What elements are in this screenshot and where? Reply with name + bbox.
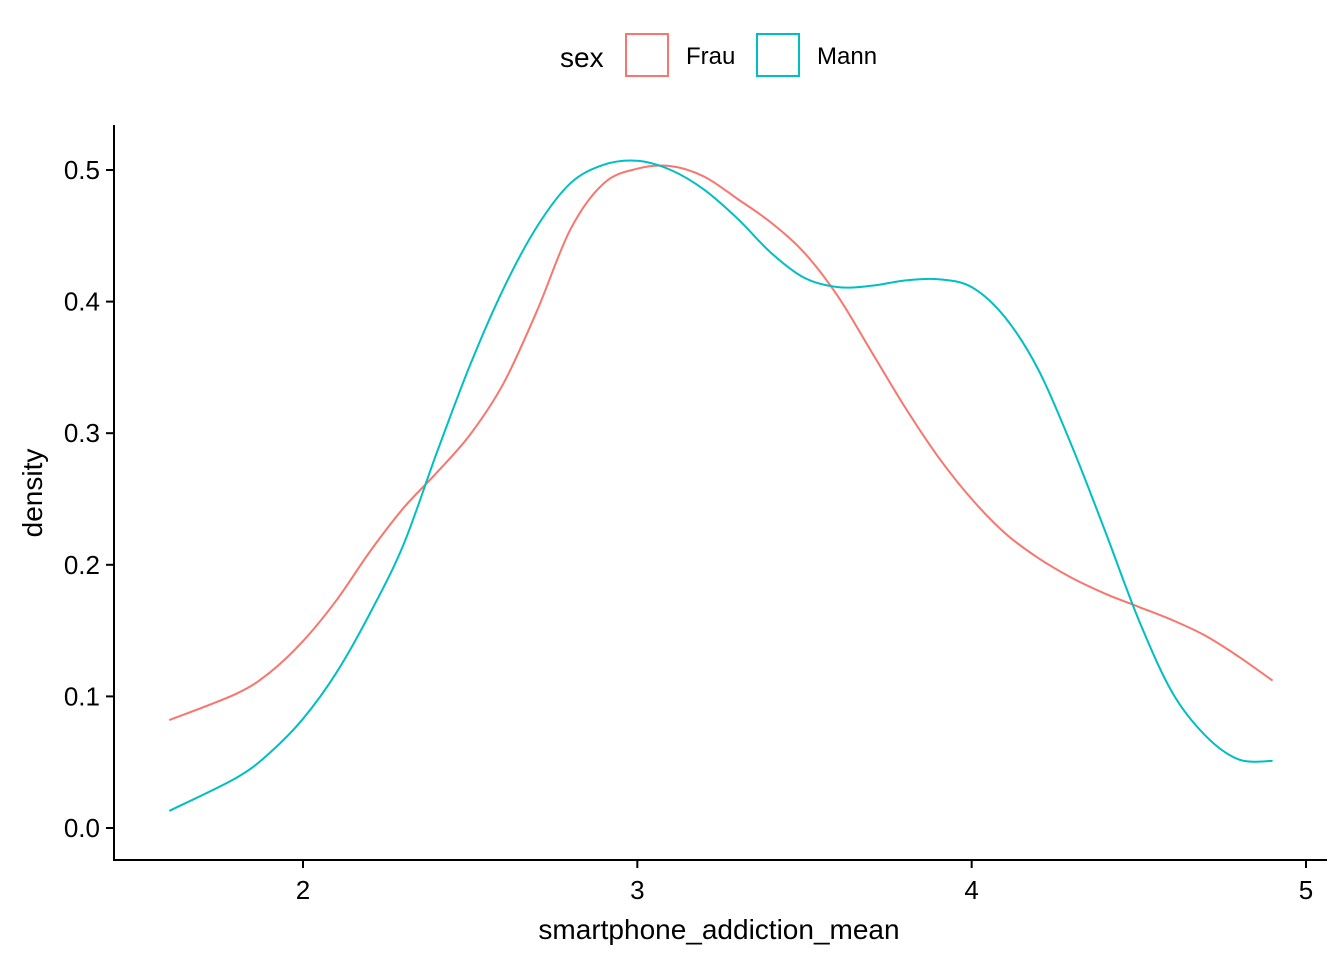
x-tick-label: 2 xyxy=(296,875,310,905)
y-tick-label: 0.4 xyxy=(64,287,100,317)
density-line-mann xyxy=(168,159,1273,812)
legend-label-mann: Mann xyxy=(817,43,877,70)
y-tick-label: 0.3 xyxy=(64,418,100,448)
y-tick-label: 0.2 xyxy=(64,550,100,580)
x-axis-title: smartphone_addiction_mean xyxy=(538,914,899,945)
legend: sex Frau Mann xyxy=(560,33,877,77)
y-axis-title: density xyxy=(17,449,48,538)
x-tick-label: 5 xyxy=(1299,875,1313,905)
density-lines xyxy=(168,159,1274,812)
x-tick-label: 4 xyxy=(964,875,978,905)
y-tick-label: 0.0 xyxy=(64,813,100,843)
y-tick-label: 0.1 xyxy=(64,681,100,711)
legend-title: sex xyxy=(560,42,604,73)
legend-label-frau: Frau xyxy=(686,43,735,70)
x-tick-label: 3 xyxy=(630,875,644,905)
y-axis-ticks: 0.0 0.1 0.2 0.3 0.4 0.5 xyxy=(64,155,114,843)
density-line-frau xyxy=(168,164,1274,722)
y-tick-label: 0.5 xyxy=(64,155,100,185)
legend-key-mann xyxy=(756,33,800,77)
legend-key-frau xyxy=(625,33,669,77)
x-axis-ticks: 2 3 4 5 xyxy=(296,860,1313,905)
